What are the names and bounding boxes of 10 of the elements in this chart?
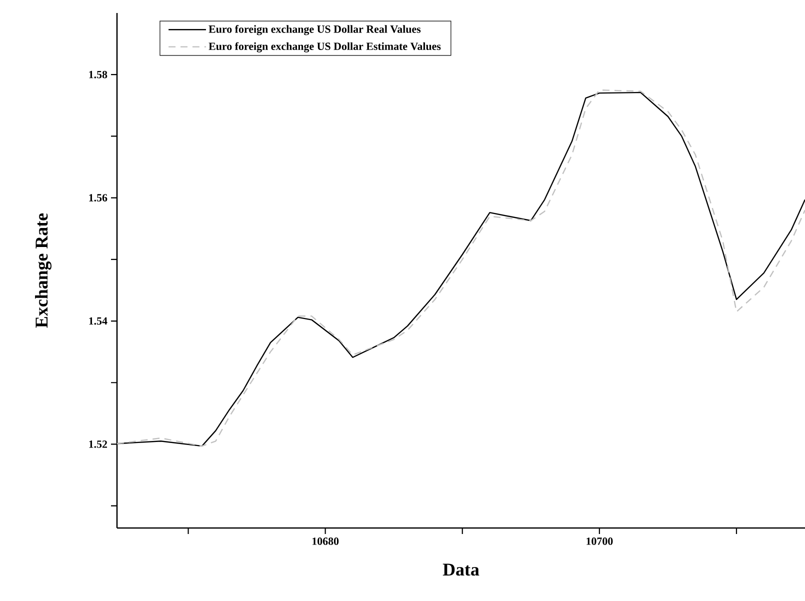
y-axis-title: Exchange Rate <box>35 213 52 328</box>
x-axis-title: Data <box>442 564 480 576</box>
x-tick-label: 10680 <box>312 538 339 545</box>
y-tick-label: 1.54 <box>89 317 108 325</box>
y-tick-label: 1.58 <box>89 70 108 78</box>
x-tick-label: 10700 <box>586 538 613 545</box>
legend-label: Euro foreign exchange US Dollar Real Values <box>208 25 421 36</box>
y-tick-label: 1.56 <box>89 194 108 202</box>
legend-label: Euro foreign exchange US Dollar Estimate Values <box>208 42 441 52</box>
y-tick-label: 1.52 <box>89 440 108 448</box>
